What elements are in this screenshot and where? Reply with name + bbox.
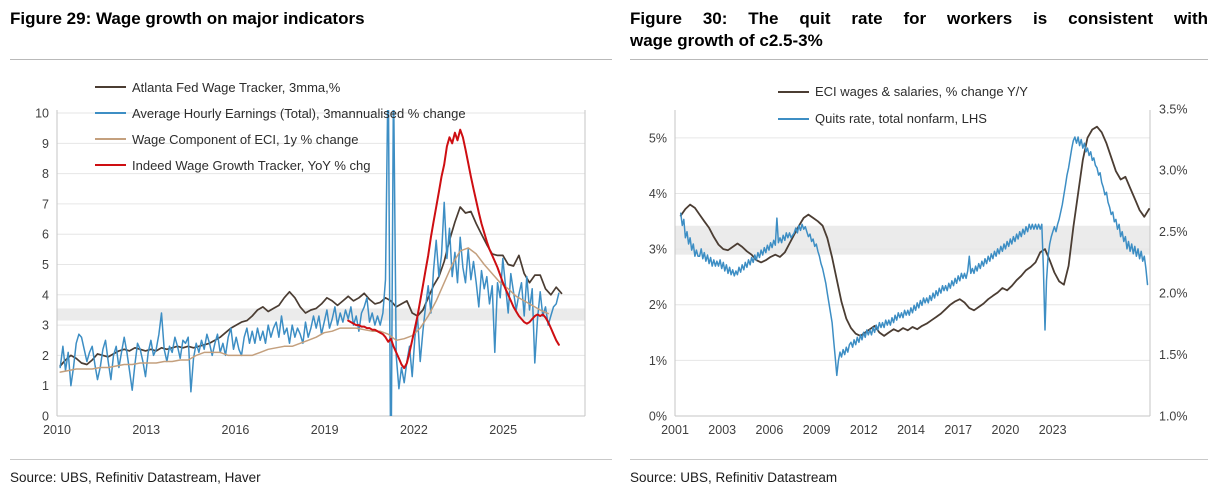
series-line-1 <box>679 136 1149 377</box>
y-axis-tick-label: 0% <box>649 410 667 424</box>
y-axis-tick-label: 3 <box>42 319 49 333</box>
y-axis-tick-label: 4 <box>42 288 49 302</box>
y-axis-tick-label: 1 <box>42 379 49 393</box>
legend-line-swatch <box>95 86 126 88</box>
x-axis-tick-label: 2012 <box>850 423 878 437</box>
x-axis-tick-label: 2022 <box>400 423 428 437</box>
right-y-axis-tick-label: 1.5% <box>1159 348 1188 362</box>
title-line: Figure 29: Wage growth on major indicato… <box>10 9 365 28</box>
figure-29-panel: Figure 29: Wage growth on major indicato… <box>10 0 612 497</box>
legend-item: ECI wages & salaries, % change Y/Y <box>778 78 1028 105</box>
y-axis-tick-label: 2 <box>42 349 49 363</box>
title-line: wage growth of c2.5-3% <box>630 31 823 50</box>
shaded-band <box>57 308 585 321</box>
quit-rate-line-chart: 0% 1% 2% 3% 4% 5% 1.0% 1.5% 2.0% 2.5% 3.0% 3.5% 2001… <box>649 102 1188 437</box>
x-axis-tick-label: 2020 <box>992 423 1020 437</box>
y-axis-tick-label: 7 <box>42 197 49 211</box>
figure-29-source-divider <box>10 459 612 460</box>
legend-label: Quits rate, total nonfarm, LHS <box>815 111 987 126</box>
series-line-0 <box>679 125 1150 337</box>
legend-label: Atlanta Fed Wage Tracker, 3mma,% <box>132 79 341 95</box>
x-axis-tick-label: 2014 <box>897 423 925 437</box>
y-axis-tick-label: 4% <box>649 187 667 201</box>
figure-30-chart-area: 0% 1% 2% 3% 4% 5% 1.0% 1.5% 2.0% 2.5% 3.0% 3.5% 2001… <box>630 70 1208 442</box>
series-line-3 <box>347 128 560 370</box>
legend-item: Quits rate, total nonfarm, LHS <box>778 105 1028 132</box>
series-line-1 <box>59 110 560 416</box>
wage-growth-line-chart: 0 1 2 3 4 5 6 7 8 9 10 2010 2013 2016 2019 2022 2025 <box>35 107 586 437</box>
legend-item: Average Hourly Earnings (Total), 3mannua… <box>95 100 466 126</box>
legend-item: Indeed Wage Growth Tracker, YoY % chg <box>95 152 466 178</box>
legend-line-swatch <box>778 90 809 93</box>
y-axis-tick-label: 6 <box>42 228 49 242</box>
figure-29-chart-area: 0 1 2 3 4 5 6 7 8 9 10 2010 2013 2016 2019 2022 2025 Atl… <box>10 70 612 442</box>
figure-30-panel: Figure 30: The quit rate for workers is … <box>630 0 1208 497</box>
right-y-axis-tick-label: 2.0% <box>1159 287 1188 301</box>
right-y-axis-tick-label: 2.5% <box>1159 225 1188 239</box>
legend-label: ECI wages & salaries, % change Y/Y <box>815 84 1028 99</box>
legend-label: Indeed Wage Growth Tracker, YoY % chg <box>132 157 371 173</box>
figure-30-legend: ECI wages & salaries, % change Y/Y Quits … <box>778 78 1028 132</box>
title-line: Figure 30: The quit rate for workers is … <box>630 9 1208 28</box>
legend-label: Wage Component of ECI, 1y % change <box>132 131 359 147</box>
y-axis-tick-label: 1% <box>649 354 667 368</box>
legend-line-swatch <box>778 117 809 120</box>
y-axis-tick-label: 5% <box>649 131 667 145</box>
figure-30-title-block: Figure 30: The quit rate for workers is … <box>630 0 1208 60</box>
figure-29-title: Figure 29: Wage growth on major indicato… <box>10 8 612 30</box>
legend-label: Average Hourly Earnings (Total), 3mannua… <box>132 105 466 121</box>
right-y-axis-tick-label: 3.5% <box>1159 102 1188 116</box>
series-line-0 <box>59 206 563 367</box>
x-axis-tick-label: 2010 <box>43 423 71 437</box>
legend-line-swatch <box>95 138 126 140</box>
legend-item: Wage Component of ECI, 1y % change <box>95 126 466 152</box>
x-axis-tick-label: 2019 <box>311 423 339 437</box>
legend-line-swatch <box>95 112 126 114</box>
y-axis-tick-label: 5 <box>42 258 49 272</box>
y-axis-tick-label: 2% <box>649 298 667 312</box>
x-axis-tick-label: 2025 <box>489 423 517 437</box>
figure-29-legend: Atlanta Fed Wage Tracker, 3mma,% Average … <box>95 74 466 178</box>
x-axis-tick-label: 2013 <box>132 423 160 437</box>
right-y-axis-tick-label: 3.0% <box>1159 164 1188 178</box>
figure-30-source-divider <box>630 459 1208 460</box>
figure-30-title: Figure 30: The quit rate for workers is … <box>630 8 1208 52</box>
legend-line-swatch <box>95 164 126 166</box>
figure-30-source: Source: UBS, Refinitiv Datastream <box>630 470 838 485</box>
y-axis-tick-label: 0 <box>42 410 49 424</box>
legend-item: Atlanta Fed Wage Tracker, 3mma,% <box>95 74 466 100</box>
x-axis-tick-label: 2003 <box>708 423 736 437</box>
y-axis-tick-label: 9 <box>42 137 49 151</box>
figure-29-source: Source: UBS, Refinitiv Datastream, Haver <box>10 470 261 485</box>
x-axis-tick-label: 2023 <box>1039 423 1067 437</box>
y-axis-tick-label: 3% <box>649 243 667 257</box>
x-axis-tick-label: 2017 <box>944 423 972 437</box>
x-axis-tick-label: 2016 <box>222 423 250 437</box>
figure-29-title-block: Figure 29: Wage growth on major indicato… <box>10 0 612 60</box>
y-axis-tick-label: 8 <box>42 167 49 181</box>
right-y-axis-tick-label: 1.0% <box>1159 410 1188 424</box>
x-axis-tick-label: 2001 <box>661 423 689 437</box>
x-axis-tick-label: 2006 <box>756 423 784 437</box>
y-axis-tick-label: 10 <box>35 107 49 121</box>
x-axis-tick-label: 2009 <box>803 423 831 437</box>
series-line-2 <box>59 247 549 373</box>
